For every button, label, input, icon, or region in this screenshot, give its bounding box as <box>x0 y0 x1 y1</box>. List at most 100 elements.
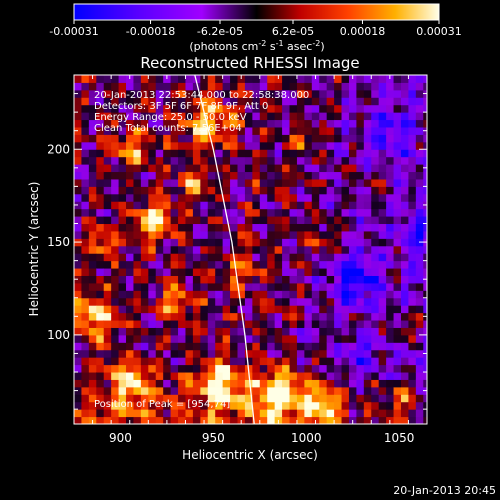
heatmap-cell <box>363 364 372 373</box>
heatmap-cell <box>244 126 253 135</box>
heatmap-cell <box>423 305 427 314</box>
heatmap-cell <box>282 193 291 202</box>
heatmap-cell <box>304 75 313 83</box>
heatmap-cell <box>222 357 231 366</box>
heatmap-cell <box>423 297 427 306</box>
heatmap-cell <box>222 297 231 306</box>
colorbar-ticks: -0.00031 -0.00018 -6.2e-05 6.2e-05 0.00018 0.… <box>49 20 462 38</box>
heatmap-cell <box>215 134 224 143</box>
heatmap-cell <box>178 379 186 388</box>
heatmap-cell <box>304 156 313 165</box>
heatmap-cell <box>267 349 276 358</box>
heatmap-cell <box>408 216 417 225</box>
heatmap-cell <box>230 97 238 106</box>
heatmap-cell <box>341 141 350 150</box>
heatmap-cell <box>386 342 395 351</box>
heatmap-cell <box>296 126 305 135</box>
heatmap-cell <box>363 171 372 180</box>
heatmap-cell <box>222 245 231 254</box>
heatmap-cell <box>252 208 261 217</box>
heatmap-cell <box>163 134 172 143</box>
heatmap-cell <box>326 312 335 321</box>
heatmap-cell <box>423 82 427 91</box>
heatmap-cell <box>237 112 246 121</box>
heatmap-cell <box>185 245 194 254</box>
heatmap-cell <box>126 372 134 380</box>
heatmap-cell <box>348 97 357 106</box>
heatmap-cell <box>207 416 216 424</box>
heatmap-cell <box>244 201 253 210</box>
heatmap-cell <box>334 104 343 113</box>
heatmap-cell <box>148 342 157 351</box>
heatmap-cell <box>326 156 335 165</box>
heatmap-cell <box>148 164 157 173</box>
heatmap-cell <box>393 164 402 173</box>
heatmap-cell <box>334 119 343 128</box>
heatmap-cell <box>356 334 365 343</box>
heatmap-cell <box>393 119 402 128</box>
heatmap-cell <box>244 230 253 239</box>
heatmap-cell <box>111 409 120 418</box>
heatmap-cell <box>252 349 261 358</box>
heatmap-cell <box>252 364 261 373</box>
heatmap-cell <box>185 297 194 306</box>
heatmap-cell <box>178 75 186 83</box>
heatmap-cell <box>356 126 365 135</box>
heatmap-cell <box>259 401 268 410</box>
heatmap-cell <box>371 386 380 395</box>
heatmap-cell <box>326 193 335 202</box>
heatmap-cell <box>267 260 276 269</box>
heatmap-cell <box>192 320 201 328</box>
heatmap-cell <box>371 112 380 121</box>
heatmap-cell <box>192 178 201 187</box>
heatmap-cell <box>267 372 276 380</box>
heatmap-cell <box>378 149 387 158</box>
heatmap-cell <box>192 134 201 143</box>
heatmap-cell <box>111 290 120 299</box>
heatmap-cell <box>215 119 224 128</box>
heatmap-cell <box>378 268 387 276</box>
heatmap-cell <box>192 364 201 373</box>
heatmap-cell <box>252 238 261 247</box>
heatmap-cell <box>230 89 238 98</box>
heatmap-cell <box>259 312 268 321</box>
heatmap-cell <box>81 82 90 91</box>
heatmap-cell <box>415 260 424 269</box>
heatmap-cell <box>126 268 134 276</box>
heatmap-cell <box>163 245 172 254</box>
heatmap-cell <box>118 89 127 98</box>
heatmap-cell <box>282 149 291 158</box>
heatmap-cell <box>192 75 201 83</box>
heatmap-cell <box>415 216 424 225</box>
heatmap-cell <box>178 260 186 269</box>
heatmap-cell <box>393 156 402 165</box>
heatmap-cell <box>282 89 291 98</box>
heatmap-cell <box>178 349 186 358</box>
heatmap-cell <box>163 282 172 291</box>
heatmap-cell <box>341 379 350 388</box>
heatmap-cell <box>185 357 194 366</box>
heatmap-cell <box>371 245 380 254</box>
heatmap-cell <box>371 364 380 373</box>
heatmap-cell <box>423 334 427 343</box>
heatmap-cell <box>393 245 402 254</box>
heatmap-cell <box>207 230 216 239</box>
heatmap-cell <box>170 312 179 321</box>
heatmap-cell <box>282 386 291 395</box>
heatmap-cell <box>81 401 90 410</box>
heatmap-cell <box>282 312 291 321</box>
heatmap-cell <box>400 372 409 380</box>
colorbar-tick-label: 0.00031 <box>416 25 462 38</box>
heatmap-cell <box>163 379 172 388</box>
heatmap-cell <box>393 409 402 418</box>
colorbar-tick-label: 6.2e-05 <box>272 25 314 38</box>
heatmap-cell <box>319 201 328 210</box>
heatmap-cell <box>230 126 238 135</box>
heatmap-cell <box>304 126 313 135</box>
heatmap-cell <box>386 349 395 358</box>
heatmap-cell <box>371 327 380 336</box>
heatmap-cell <box>74 401 82 410</box>
heatmap-cell <box>363 164 372 173</box>
heatmap-cell <box>386 216 395 225</box>
heatmap-cell <box>378 342 387 351</box>
